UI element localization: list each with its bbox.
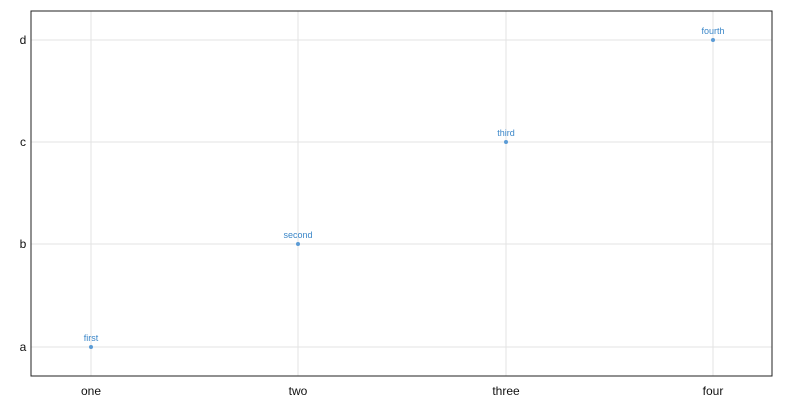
x-tick-label-one: one <box>81 384 101 398</box>
x-tick-label-two: two <box>289 384 308 398</box>
point-label-second: second <box>283 230 312 240</box>
y-tick-label-c: c <box>20 135 26 149</box>
grid-layer <box>31 11 772 376</box>
y-tick-label-d: d <box>20 33 27 47</box>
plot-frame <box>30 10 773 377</box>
data-point-first <box>89 345 93 349</box>
data-point-second <box>296 242 300 246</box>
y-tick-label-a: a <box>20 340 27 354</box>
y-tick-label-b: b <box>20 237 27 251</box>
point-label-fourth: fourth <box>701 26 724 36</box>
point-label-first: first <box>84 333 99 343</box>
x-tick-label-four: four <box>703 384 724 398</box>
point-label-third: third <box>497 128 515 138</box>
points-layer <box>89 38 715 349</box>
data-point-fourth <box>711 38 715 42</box>
x-tick-label-three: three <box>492 384 520 398</box>
y-axis-ticks: a b c d <box>20 33 27 354</box>
point-labels-layer: first second third fourth <box>84 26 725 343</box>
data-point-third <box>504 140 508 144</box>
x-axis-ticks: one two three four <box>81 384 723 398</box>
